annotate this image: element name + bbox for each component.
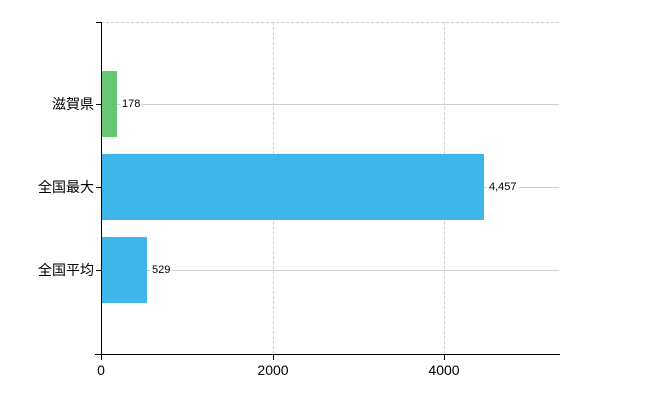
bar <box>102 237 147 303</box>
y-axis-top-tick <box>96 22 101 23</box>
value-label: 178 <box>120 98 143 110</box>
plot-top-border <box>101 22 559 23</box>
x-tick-label: 0 <box>97 362 105 378</box>
x-axis-line <box>95 354 560 355</box>
category-label: 滋賀県 <box>52 96 94 112</box>
value-label: 529 <box>150 264 173 276</box>
gridline-horizontal <box>101 104 559 105</box>
category-tick <box>96 104 101 105</box>
x-axis-tick <box>101 354 102 360</box>
value-label: 4,457 <box>487 181 519 193</box>
category-tick <box>96 270 101 271</box>
gridline-horizontal <box>101 270 559 271</box>
y-axis-line <box>101 22 102 355</box>
x-tick-label: 4000 <box>428 362 460 378</box>
category-tick <box>96 187 101 188</box>
category-label: 全国最大 <box>38 179 94 195</box>
bar <box>102 71 117 137</box>
x-axis-tick <box>444 354 445 360</box>
bar <box>102 154 484 220</box>
category-label: 全国平均 <box>38 262 94 278</box>
x-tick-label: 2000 <box>257 362 289 378</box>
x-axis-tick <box>273 354 274 360</box>
